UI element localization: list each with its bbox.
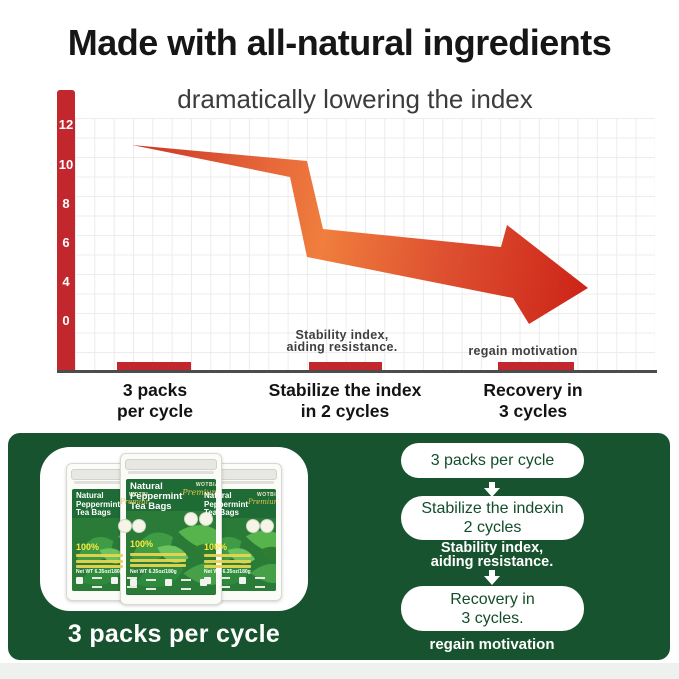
y-tick-4: 4 — [62, 274, 70, 289]
y-tick-6: 6 — [62, 235, 70, 250]
y-tick-10: 10 — [58, 157, 74, 172]
pouch-title-line1: Natural — [76, 491, 104, 500]
premium-script: Premium — [248, 498, 276, 506]
y-tick-0: 0 — [62, 313, 70, 328]
product-image-box: Natural Peppermint Tea Bags WOTBIA Premi… — [40, 447, 308, 611]
percent-claim: 100% — [76, 542, 100, 553]
x-tick-bar-1 — [117, 362, 191, 370]
product-caption: 3 packs per cycle — [67, 620, 281, 648]
pouch-seal-ridge — [74, 481, 146, 484]
pouch-title-line3: Tea Bags — [130, 501, 172, 512]
flow-step-3: Recovery in 3 cycles. — [401, 586, 584, 631]
pouch-title-line3: Tea Bags — [76, 508, 111, 517]
y-tick-12: 12 — [58, 117, 74, 132]
instruction-lines-icon — [255, 576, 265, 588]
premium-script: Premium — [182, 488, 216, 497]
instruction-lines-icon — [181, 578, 191, 590]
brewing-icons-row — [76, 576, 144, 588]
brewing-icons-row — [204, 576, 272, 588]
percent-claim: 100% — [130, 539, 154, 550]
pouch-title-line2: Peppermint — [76, 499, 121, 509]
round-badge-icon — [118, 519, 132, 533]
cup-icon — [130, 578, 137, 586]
instruction-lines-icon — [220, 576, 230, 588]
round-badge-icon — [260, 519, 274, 533]
cup-icon — [76, 576, 83, 584]
x-label-2: Stabilize the index in 2 cycles — [268, 380, 422, 421]
flow-note-regain: regain motivation — [429, 636, 555, 653]
pouch-title-line2: Peppermint — [204, 499, 249, 509]
round-badge-icon — [132, 519, 146, 533]
annotation-regain: regain motivation — [468, 344, 578, 358]
cup-icon — [239, 576, 246, 584]
feature-bullet-bars — [76, 554, 124, 571]
pouch-seal-ridge — [202, 481, 274, 484]
down-arrow-icon — [484, 570, 500, 585]
x-tick-bar-3 — [498, 362, 574, 370]
percent-claim: 100% — [204, 542, 228, 553]
net-weight-text: Net WT 6.35oz/180g — [76, 568, 123, 575]
round-badge-icon — [199, 512, 213, 526]
net-weight-text: Net WT 6.35oz/180g — [130, 569, 177, 576]
pouch-label: Natural Peppermint Tea Bags WOTBIA Premi… — [200, 489, 276, 591]
pouch-title-line1: Natural — [130, 481, 163, 492]
cup-icon — [111, 576, 118, 584]
product-panel: Natural Peppermint Tea Bags WOTBIA Premi… — [8, 433, 670, 660]
pouch-seal-ridge — [128, 471, 214, 474]
brand-logo: WOTBIA — [195, 482, 216, 488]
flow-step-1: 3 packs per cycle — [401, 443, 584, 478]
feature-bullet-bars — [130, 553, 186, 570]
y-axis-bar — [57, 90, 75, 372]
brand-logo: WOTBIA — [256, 492, 276, 498]
x-label-1: 3 packs per cycle — [117, 380, 193, 421]
pouch-seal — [125, 459, 217, 470]
cup-icon — [200, 578, 207, 586]
flow-step-2: Stabilize the indexin 2 cycles — [401, 496, 584, 540]
pouch-title-line1: Natural — [204, 491, 232, 500]
chart-subtitle: dramatically lowering the index — [177, 84, 533, 114]
round-badge-icon — [184, 512, 198, 526]
x-label-3: Recovery in 3 cycles — [483, 380, 583, 421]
page-title: Made with all-natural ingredients — [67, 22, 612, 63]
y-tick-8: 8 — [62, 196, 70, 211]
premium-script: Premium — [120, 498, 148, 506]
x-axis-line — [57, 370, 657, 373]
net-weight-text: Net WT 6.35oz/180g — [204, 568, 251, 575]
pouch-title-line3: Tea Bags — [204, 508, 239, 517]
instruction-lines-icon — [146, 578, 156, 590]
tea-pouch-right: Natural Peppermint Tea Bags WOTBIA Premi… — [194, 463, 282, 601]
round-badge-icon — [246, 519, 260, 533]
instruction-lines-icon — [92, 576, 102, 588]
x-tick-bar-2 — [309, 362, 382, 370]
feature-bullet-bars — [204, 554, 252, 571]
brewing-icons-row — [130, 578, 212, 590]
pouch-title-line2: Peppermint — [130, 491, 183, 502]
down-arrow-icon — [484, 482, 500, 497]
annotation-stability: Stability index, aiding resistance. — [286, 328, 398, 354]
cup-icon — [204, 576, 211, 584]
instruction-lines-icon — [127, 576, 137, 588]
bottom-margin-strip — [0, 663, 679, 679]
cup-icon — [165, 578, 172, 586]
flow-note-stability: Stability index, aiding resistance. — [430, 540, 554, 570]
brand-logo: WOTBIA — [128, 492, 148, 498]
